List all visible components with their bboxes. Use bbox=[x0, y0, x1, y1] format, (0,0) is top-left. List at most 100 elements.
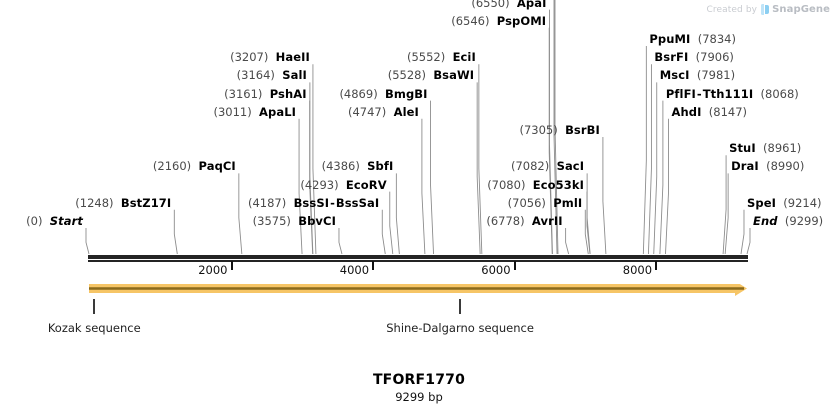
enzyme-site-position: (3161) bbox=[224, 86, 263, 101]
enzyme-site-name: BmgBI bbox=[385, 86, 428, 101]
enzyme-site-label: StuI (8961) bbox=[729, 142, 801, 154]
enzyme-site-position: (5552) bbox=[407, 50, 446, 65]
enzyme-site-position: (8990) bbox=[766, 159, 805, 174]
enzyme-site-name: HaeII bbox=[275, 50, 310, 65]
enzyme-site-position: (4187) bbox=[248, 195, 287, 210]
enzyme-site-label: (6546) PspOMI bbox=[451, 15, 546, 27]
enzyme-site-label: (7056) PmlI bbox=[508, 197, 583, 209]
enzyme-site-label: (4386) SbfI bbox=[322, 160, 394, 172]
ruler-tick bbox=[372, 261, 375, 270]
enzyme-site-position: (7056) bbox=[507, 195, 546, 210]
enzyme-site-position: (4747) bbox=[348, 104, 387, 119]
enzyme-site-name: BstZ17I bbox=[120, 195, 172, 210]
watermark-created-label: Created by bbox=[706, 4, 758, 15]
enzyme-site-label: (4293) EcoRV bbox=[300, 179, 386, 191]
enzyme-site-position: (4386) bbox=[321, 159, 360, 174]
ruler-baseline bbox=[88, 260, 748, 262]
enzyme-site-label: AhdI (8147) bbox=[671, 106, 747, 118]
enzyme-site-label: (5528) BsaWI bbox=[388, 69, 474, 81]
name-separator: - bbox=[696, 86, 702, 101]
feature-label: Shine-Dalgarno sequence bbox=[386, 321, 534, 335]
feature-tick bbox=[459, 299, 462, 314]
enzyme-site-position: (7981) bbox=[696, 68, 736, 83]
ruler-tick-label: 6000 bbox=[481, 263, 511, 277]
enzyme-site-position: (3164) bbox=[236, 68, 275, 83]
enzyme-site-position: (3011) bbox=[213, 104, 252, 119]
enzyme-site-position: (9214) bbox=[783, 195, 822, 210]
enzyme-site-label: (3161) PshAI bbox=[224, 88, 307, 100]
enzyme-site-name: BssSI bbox=[293, 195, 330, 210]
enzyme-site-position: (4293) bbox=[300, 177, 339, 192]
enzyme-site-name: AleI bbox=[393, 104, 419, 119]
enzyme-site-position: (3207) bbox=[230, 50, 269, 65]
enzyme-site-position: (7834) bbox=[697, 32, 736, 46]
enzyme-site-name: Start bbox=[49, 214, 83, 228]
enzyme-site-label: (3207) HaeII bbox=[230, 51, 310, 63]
enzyme-site-name: ApaLI bbox=[259, 104, 297, 119]
enzyme-site-label: DraI (8990) bbox=[731, 160, 804, 172]
enzyme-site-label: (6550) ApaI bbox=[471, 0, 546, 9]
enzyme-site-label: (4747) AleI bbox=[348, 106, 419, 118]
enzyme-site-name: End bbox=[753, 214, 778, 228]
enzyme-site-name: SacI bbox=[556, 159, 585, 174]
enzyme-site-label: (7082) SacI bbox=[511, 160, 584, 172]
enzyme-site-label: (3011) ApaLI bbox=[213, 106, 296, 118]
enzyme-site-position: (8068) bbox=[760, 86, 799, 101]
enzyme-site-name: DraI bbox=[731, 159, 759, 174]
enzyme-site-position: (3575) bbox=[252, 214, 291, 228]
enzyme-site-name: SpeI bbox=[746, 195, 776, 210]
snapgene-logo-icon bbox=[761, 4, 769, 15]
name-separator: - bbox=[330, 195, 335, 210]
enzyme-site-name: SbfI bbox=[367, 159, 394, 174]
enzyme-site-name: BsaWI bbox=[433, 68, 475, 83]
enzyme-site-name: Eco53kI bbox=[532, 177, 584, 192]
gene-arrow-shape bbox=[89, 284, 747, 296]
enzyme-site-position: (7082) bbox=[511, 159, 550, 174]
ruler-tick bbox=[230, 261, 233, 270]
enzyme-site-label: (3164) SalI bbox=[237, 69, 307, 81]
enzyme-site-label: PpuMI (7834) bbox=[649, 33, 736, 45]
enzyme-site-label: (0) Start bbox=[26, 215, 83, 227]
enzyme-site-name: PspOMI bbox=[496, 13, 547, 28]
enzyme-site-position: (7906) bbox=[695, 50, 734, 65]
enzyme-site-position: (6778) bbox=[486, 214, 525, 228]
enzyme-site-name: MscI bbox=[659, 68, 690, 83]
enzyme-site-name: BsrBI bbox=[565, 123, 600, 137]
enzyme-site-name: PmlI bbox=[553, 195, 583, 210]
enzyme-site-position: (7305) bbox=[519, 123, 558, 137]
enzyme-site-position: (0) bbox=[26, 214, 43, 228]
snapgene-watermark: Created by SnapGene bbox=[707, 4, 830, 15]
enzyme-site-position: (8147) bbox=[708, 104, 748, 119]
enzyme-site-label: (5552) EciI bbox=[407, 51, 476, 63]
enzyme-site-name: AvrII bbox=[531, 214, 563, 228]
enzyme-site-name: BssSaI bbox=[335, 195, 380, 210]
enzyme-site-position: (6546) bbox=[451, 13, 490, 28]
enzyme-site-label: End (9299) bbox=[753, 215, 823, 227]
enzyme-site-position: (7080) bbox=[487, 177, 526, 192]
enzyme-site-label: (4187) BssSI-BssSaI bbox=[248, 197, 379, 209]
ruler-bar bbox=[88, 255, 748, 259]
ruler-tick bbox=[513, 261, 516, 270]
enzyme-site-name: PshAI bbox=[269, 86, 307, 101]
enzyme-site-name: EciI bbox=[452, 50, 476, 65]
enzyme-site-name: Tth111I bbox=[702, 86, 754, 101]
enzyme-site-label: MscI (7981) bbox=[660, 69, 735, 81]
enzyme-site-label: (7080) Eco53kI bbox=[487, 179, 584, 191]
enzyme-site-name: AhdI bbox=[671, 104, 702, 119]
enzyme-site-name: BbvCI bbox=[298, 214, 336, 228]
enzyme-site-name: PflFI bbox=[665, 86, 696, 101]
sequence-length-label: 9299 bp bbox=[395, 390, 443, 404]
enzyme-site-position: (1248) bbox=[75, 195, 114, 210]
feature-tick bbox=[93, 299, 96, 314]
enzyme-site-name: StuI bbox=[729, 141, 756, 156]
enzyme-site-position: (4869) bbox=[339, 86, 378, 101]
enzyme-site-position: (6550) bbox=[471, 0, 510, 10]
enzyme-site-label: (2160) PaqCI bbox=[153, 160, 236, 172]
enzyme-site-position: (9299) bbox=[784, 214, 824, 228]
enzyme-site-label: (1248) BstZ17I bbox=[75, 197, 171, 209]
enzyme-site-name: SalI bbox=[282, 68, 307, 83]
enzyme-site-label: BsrFI (7906) bbox=[654, 51, 733, 63]
page-title: TFORF1770 bbox=[372, 372, 466, 388]
enzyme-site-position: (5528) bbox=[387, 68, 426, 83]
